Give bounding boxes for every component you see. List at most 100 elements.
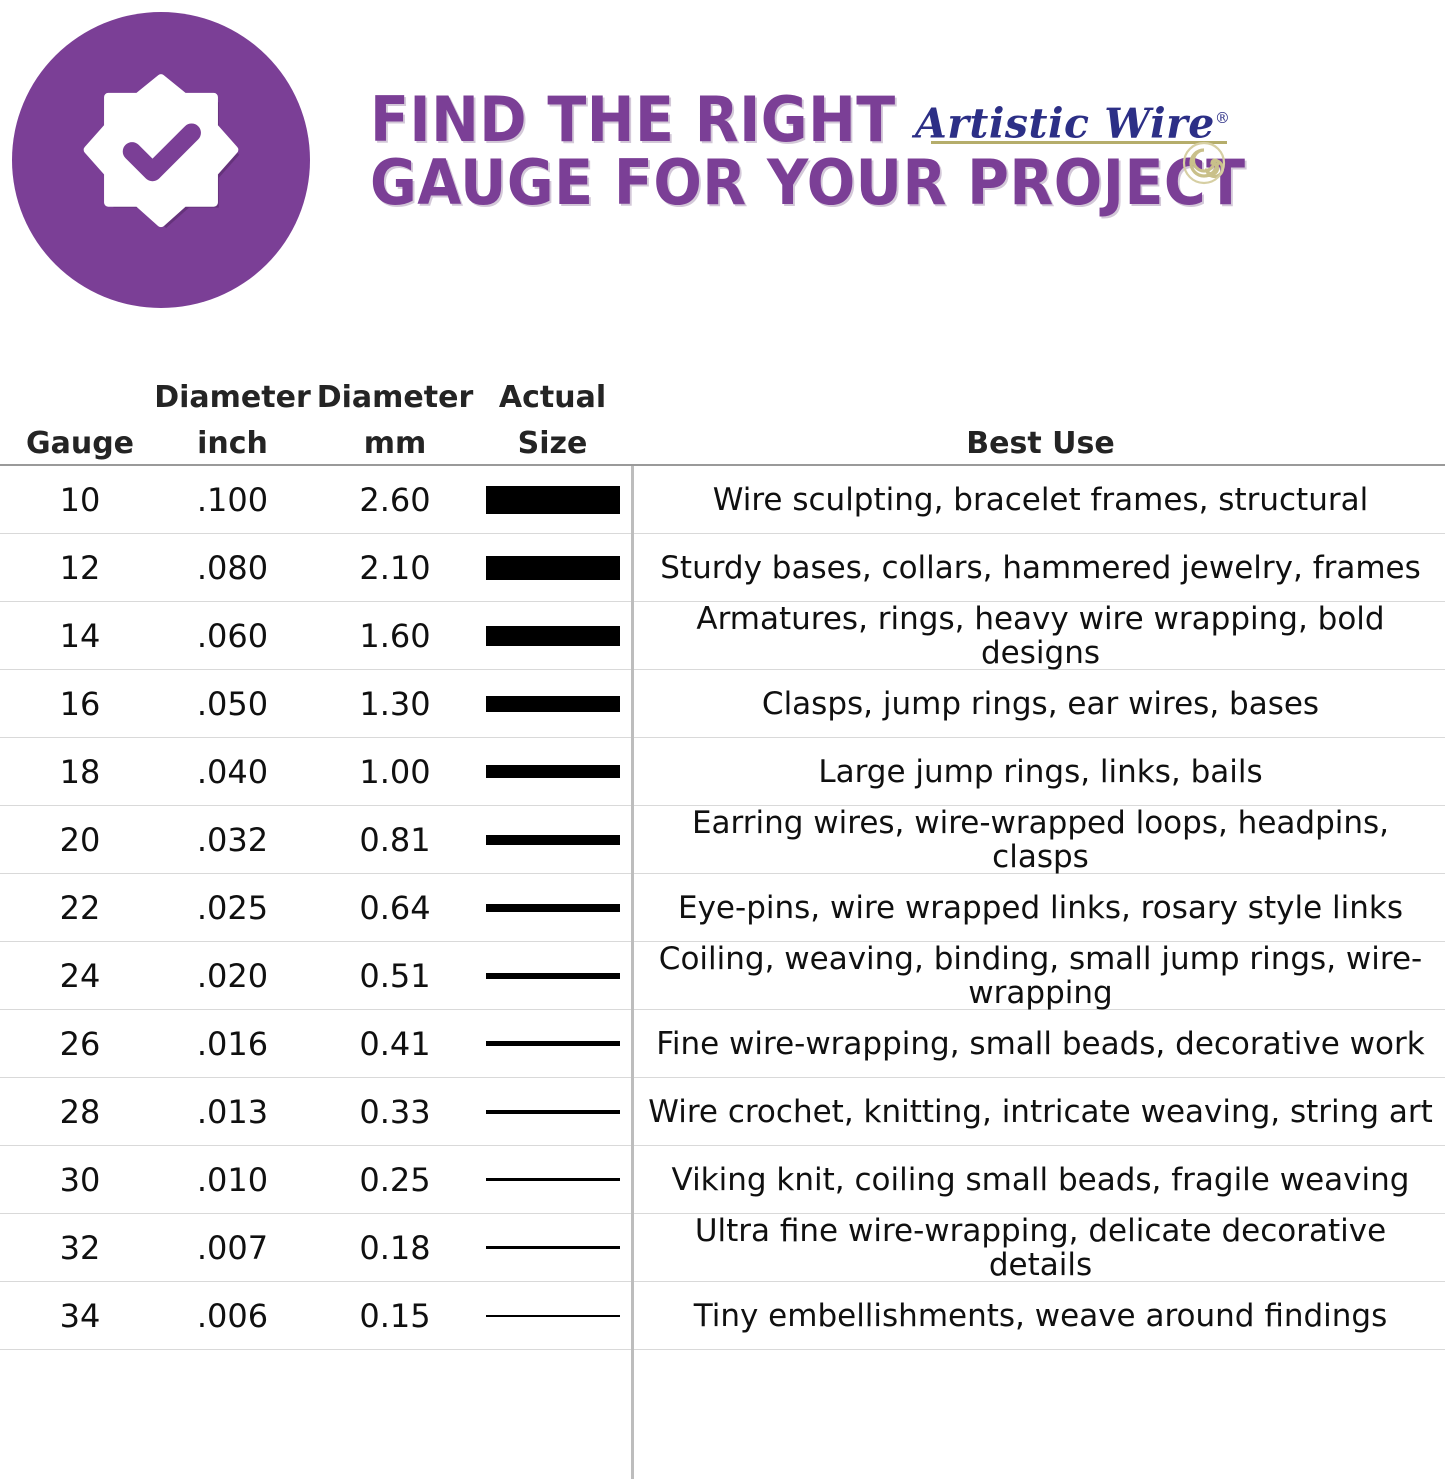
cell-best-use: Viking knit, coiling small beads, fragil…: [671, 1161, 1410, 1198]
cell-diameter-mm: 0.15: [359, 1296, 431, 1335]
table-upper-header-row: Diameter Diameter Actual: [0, 352, 1445, 414]
cell-diameter-mm: 0.64: [359, 888, 431, 927]
table-row: 32 .007 0.18 Ultra fine wire-wrapping, deli…: [0, 1214, 1445, 1282]
cell-actual-size: [475, 765, 630, 778]
table-row: 16 .050 1.30 Clasps, jump rings, ear wires,…: [0, 670, 1445, 738]
wire-thickness-bar: [485, 972, 620, 979]
cell-best-use: Clasps, jump rings, ear wires, bases: [761, 685, 1320, 722]
cell-diameter-inch: .080: [196, 548, 269, 587]
cell-diameter-inch: .013: [196, 1092, 269, 1131]
wire-thickness-bar: [485, 903, 620, 912]
wire-thickness-bar: [485, 834, 620, 845]
cell-diameter-mm: 0.51: [359, 956, 431, 995]
upper-header-inch: Diameter: [154, 380, 311, 415]
wordmark-text: Artistic Wire: [915, 99, 1215, 148]
cell-actual-size: [475, 555, 630, 580]
cell-gauge: 30: [59, 1160, 101, 1199]
table-row: 30 .010 0.25 Viking knit, coiling small bea…: [0, 1146, 1445, 1214]
cell-gauge: 18: [59, 752, 101, 791]
wire-thickness-bar: [485, 485, 620, 514]
cell-gauge: 24: [59, 956, 101, 995]
cell-diameter-mm: 1.00: [359, 752, 431, 791]
cell-actual-size: [475, 972, 630, 979]
table-row: 10 .100 2.60 Wire sculpting, bracelet frame…: [0, 466, 1445, 534]
cell-gauge: 16: [59, 684, 101, 723]
cell-gauge: 10: [59, 480, 101, 519]
header-best-use: Best Use: [966, 426, 1115, 461]
wire-thickness-bar: [485, 1109, 620, 1114]
cell-gauge: 20: [59, 820, 101, 859]
wire-thickness-bar: [485, 625, 620, 646]
cell-actual-size: [475, 1314, 630, 1317]
upper-header-mm: Diameter: [316, 380, 474, 415]
table-row: 12 .080 2.10 Sturdy bases, collars, hammere…: [0, 534, 1445, 602]
cell-diameter-inch: .016: [196, 1024, 269, 1063]
table-row: 20 .032 0.81 Earring wires, wire-wrapped lo…: [0, 806, 1445, 874]
upper-header-size: Actual: [498, 380, 607, 415]
cell-actual-size: [475, 625, 630, 646]
cell-diameter-inch: .025: [196, 888, 269, 927]
cell-best-use: Sturdy bases, collars, hammered jewelry,…: [660, 549, 1421, 586]
cell-diameter-inch: .007: [196, 1228, 269, 1267]
page-header: FIND THE RIGHT GAUGE FOR YOUR PROJECT Ar…: [0, 0, 1445, 340]
wire-thickness-bar: [485, 555, 620, 580]
table-row: 28 .013 0.33 Wire crochet, knitting, intric…: [0, 1078, 1445, 1146]
header-inch: inch: [197, 426, 268, 461]
cell-diameter-mm: 1.60: [359, 616, 431, 655]
logo-underline-rule: [931, 141, 1227, 144]
artistic-wire-logo: Artistic Wire®: [915, 96, 1230, 185]
cell-best-use: Coiling, weaving, binding, small jump ri…: [658, 940, 1423, 1011]
cell-actual-size: [475, 1178, 630, 1181]
cell-gauge: 26: [59, 1024, 101, 1063]
cell-diameter-mm: 1.30: [359, 684, 431, 723]
cell-actual-size: [475, 1041, 630, 1046]
cell-best-use: Armatures, rings, heavy wire wrapping, b…: [696, 600, 1385, 671]
header-size: Size: [517, 426, 588, 461]
cell-diameter-mm: 2.60: [359, 480, 431, 519]
cell-best-use: Earring wires, wire-wrapped loops, headp…: [691, 804, 1390, 875]
page-title-line-1: FIND THE RIGHT: [370, 83, 896, 156]
wire-thickness-bar: [485, 1041, 620, 1046]
cell-diameter-inch: .010: [196, 1160, 269, 1199]
registered-trademark-icon: ®: [1214, 109, 1231, 127]
cell-actual-size: [475, 695, 630, 712]
cell-diameter-mm: 2.10: [359, 548, 431, 587]
cell-diameter-inch: .100: [196, 480, 269, 519]
cell-actual-size: [475, 834, 630, 845]
cell-diameter-inch: .032: [196, 820, 269, 859]
cell-best-use: Large jump rings, links, bails: [818, 753, 1263, 790]
cell-best-use: Eye-pins, wire wrapped links, rosary sty…: [678, 889, 1403, 926]
wire-thickness-bar: [485, 1246, 620, 1249]
table-header-row: Gauge inch mm Size Best Use: [0, 414, 1445, 466]
header-mm: mm: [363, 426, 427, 461]
wire-thickness-bar: [485, 1178, 620, 1181]
cell-best-use: Wire crochet, knitting, intricate weavin…: [648, 1093, 1433, 1130]
cell-actual-size: [475, 1246, 630, 1249]
cell-gauge: 34: [59, 1296, 101, 1335]
cell-best-use: Fine wire-wrapping, small beads, decorat…: [656, 1025, 1425, 1062]
cell-diameter-mm: 0.18: [359, 1228, 431, 1267]
cell-diameter-inch: .040: [196, 752, 269, 791]
table-row: 14 .060 1.60 Armatures, rings, heavy wire w…: [0, 602, 1445, 670]
check-badge-logo: [12, 12, 310, 308]
cell-diameter-inch: .006: [196, 1296, 269, 1335]
cell-diameter-inch: .050: [196, 684, 269, 723]
page-title-line-2: GAUGE FOR YOUR PROJECT: [370, 146, 1246, 219]
cell-best-use: Ultra fine wire-wrapping, delicate decor…: [694, 1212, 1387, 1283]
cell-diameter-mm: 0.41: [359, 1024, 431, 1063]
wire-thickness-bar: [485, 1314, 620, 1317]
table-row: 26 .016 0.41 Fine wire-wrapping, small bead…: [0, 1010, 1445, 1078]
cell-actual-size: [475, 903, 630, 912]
cell-diameter-inch: .020: [196, 956, 269, 995]
page-title: FIND THE RIGHT GAUGE FOR YOUR PROJECT: [370, 88, 1320, 214]
artistic-wire-wordmark: Artistic Wire®: [915, 96, 1230, 147]
gauge-table: Diameter Diameter Actual Gauge inch mm S…: [0, 352, 1445, 1479]
wire-thickness-bar: [485, 765, 620, 778]
cell-diameter-mm: 0.33: [359, 1092, 431, 1131]
cell-diameter-mm: 0.81: [359, 820, 431, 859]
table-row: 34 .006 0.15 Tiny embellishments, weave aro…: [0, 1282, 1445, 1350]
cell-gauge: 32: [59, 1228, 101, 1267]
cell-best-use: Wire sculpting, bracelet frames, structu…: [712, 481, 1369, 518]
table-row: 24 .020 0.51 Coiling, weaving, binding, sma…: [0, 942, 1445, 1010]
table-body: 10 .100 2.60 Wire sculpting, bracelet frame…: [0, 466, 1445, 1350]
